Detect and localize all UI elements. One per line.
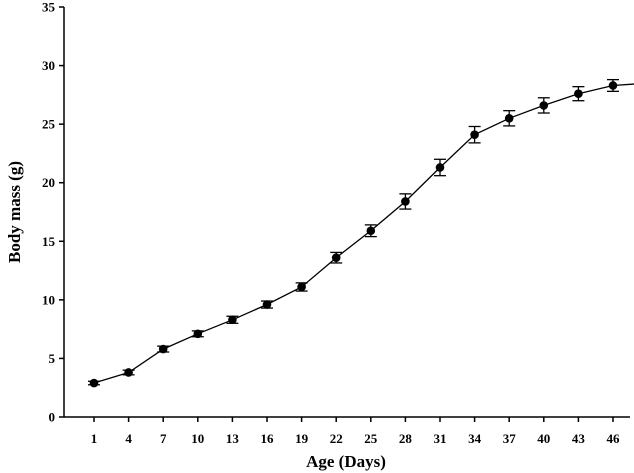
x-ticks: 1471013161922252831343740434649 <box>91 417 621 446</box>
x-tick-label: 31 <box>434 431 447 446</box>
x-tick-label: 19 <box>295 431 309 446</box>
axes <box>63 7 630 418</box>
x-tick-label: 43 <box>572 431 586 446</box>
y-tick-label: 30 <box>42 58 55 73</box>
data-point <box>401 197 410 206</box>
data-point <box>228 315 237 325</box>
x-axis-title: Age (Days) <box>306 452 386 471</box>
data-points <box>89 81 618 388</box>
data-point <box>331 253 341 262</box>
x-tick-label: 40 <box>537 431 550 446</box>
x-tick-label: 10 <box>191 431 204 446</box>
x-tick-label: 13 <box>226 431 240 446</box>
x-tick-label: 22 <box>330 431 343 446</box>
x-tick-label: 4 <box>125 431 132 446</box>
error-bars <box>88 78 619 386</box>
data-point <box>262 300 272 309</box>
data-point <box>297 282 306 292</box>
x-tick-label: 7 <box>160 431 167 446</box>
data-point <box>470 130 479 139</box>
x-tick-label: 46 <box>607 431 621 446</box>
data-point <box>124 368 133 377</box>
data-point <box>574 89 583 98</box>
y-ticks: 0 5 10 15 20 25 30 35 <box>42 0 64 425</box>
y-tick-label: 20 <box>42 175 55 190</box>
x-tick-label: 28 <box>399 431 413 446</box>
data-point <box>89 378 99 388</box>
data-point <box>608 81 618 90</box>
data-point <box>366 226 376 236</box>
series-line <box>93 83 634 384</box>
y-tick-label: 15 <box>42 234 56 249</box>
y-tick-label: 5 <box>49 351 56 366</box>
data-point <box>158 344 168 354</box>
x-tick-label: 16 <box>261 431 275 446</box>
y-tick-label: 10 <box>42 292 55 307</box>
x-tick-label: 1 <box>91 431 98 446</box>
data-point <box>435 163 445 172</box>
y-tick-label: 0 <box>49 410 56 425</box>
x-tick-label: 34 <box>468 431 482 446</box>
x-tick-label: 25 <box>364 431 378 446</box>
y-axis-title: Body mass (g) <box>5 161 24 263</box>
x-tick-label: 37 <box>503 431 517 446</box>
y-tick-label: 25 <box>42 117 56 132</box>
data-point <box>193 329 203 339</box>
data-point <box>539 101 549 110</box>
data-point <box>504 113 514 123</box>
y-tick-label: 35 <box>42 0 56 15</box>
